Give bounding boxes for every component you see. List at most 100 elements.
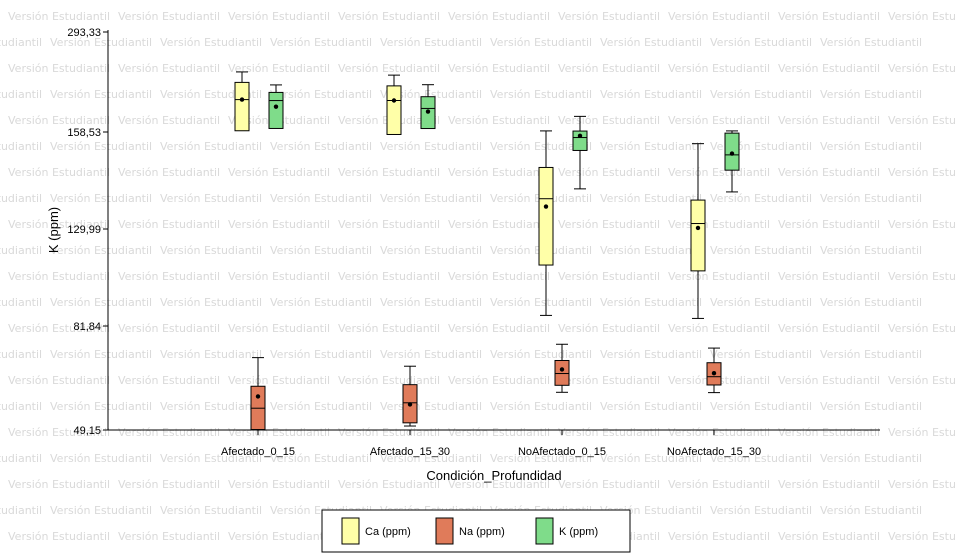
watermark-text: Versión Estudiantil <box>448 270 550 283</box>
watermark-text: Versión Estudiantil <box>710 296 812 309</box>
watermark-text: Versión Estudiantil <box>888 426 956 439</box>
watermark-text: Versión Estudiantil <box>558 374 660 387</box>
x-axis-title: Condición_Profundidad <box>426 468 561 483</box>
watermark-text: Versión Estudiantil <box>8 62 110 75</box>
watermark-text: Versión Estudiantil <box>490 140 592 153</box>
box-rect <box>386 85 402 135</box>
watermark-text: Versión Estudiantil <box>820 140 922 153</box>
watermark-text: Versión Estudiantil <box>0 88 42 101</box>
watermark-text: Versión Estudiantil <box>380 36 482 49</box>
watermark-text: Versión Estudiantil <box>448 374 550 387</box>
watermark-layer: Versión Estudiantil Versión Estudiantil Ve… <box>0 10 956 543</box>
box-2-0 <box>268 84 284 129</box>
watermark-text: Versión Estudiantil <box>228 478 330 491</box>
watermark-text: Versión Estudiantil <box>668 426 770 439</box>
watermark-text: Versión Estudiantil <box>490 36 592 49</box>
y-tick-label: 81,84 <box>73 321 101 333</box>
watermark-text: Versión Estudiantil <box>380 452 482 465</box>
watermark-text: Versión Estudiantil <box>668 62 770 75</box>
watermark-text: Versión Estudiantil <box>710 192 812 205</box>
watermark-text: Versión Estudiantil <box>50 140 152 153</box>
legend: Ca (ppm) Na (ppm) K (ppm) <box>321 509 631 553</box>
watermark-text: Versión Estudiantil <box>888 478 956 491</box>
mean-point <box>239 97 245 102</box>
box-0-2 <box>538 130 554 316</box>
watermark-text: Versión Estudiantil <box>600 296 702 309</box>
watermark-text: Versión Estudiantil <box>270 348 372 361</box>
watermark-text: Versión Estudiantil <box>600 244 702 257</box>
watermark-text: Versión Estudiantil <box>0 348 42 361</box>
watermark-text: Versión Estudiantil <box>0 192 42 205</box>
x-tick-label: NoAfectado_0_15 <box>518 446 606 458</box>
watermark-text: Versión Estudiantil <box>820 452 922 465</box>
watermark-text: Versión Estudiantil <box>710 36 812 49</box>
watermark-text: Versión Estudiantil <box>778 478 880 491</box>
mean-point <box>695 225 701 231</box>
watermark-text: Versión Estudiantil <box>668 10 770 23</box>
watermark-text: Versión Estudiantil <box>820 400 922 413</box>
watermark-text: Versión Estudiantil <box>228 62 330 75</box>
watermark-text: Versión Estudiantil <box>50 504 152 517</box>
watermark-text: Versión Estudiantil <box>710 400 812 413</box>
legend-swatch-na <box>435 517 454 545</box>
legend-frame <box>321 509 631 553</box>
watermark-text: Versión Estudiantil <box>710 504 812 517</box>
watermark-text: Versión Estudiantil <box>778 114 880 127</box>
watermark-text: Versión Estudiantil <box>8 166 110 179</box>
box-2-1 <box>420 84 436 130</box>
watermark-text: Versión Estudiantil <box>448 114 550 127</box>
watermark-text: Versión Estudiantil <box>160 504 262 517</box>
mean-point <box>407 402 413 407</box>
mean-point <box>255 394 261 399</box>
watermark-text: Versión Estudiantil <box>270 36 372 49</box>
watermark-text: Versión Estudiantil <box>50 400 152 413</box>
watermark-text: Versión Estudiantil <box>8 218 110 231</box>
watermark-text: Versión Estudiantil <box>50 452 152 465</box>
watermark-text: Versión Estudiantil <box>8 530 110 543</box>
watermark-text: Versión Estudiantil <box>888 322 956 335</box>
watermark-text: Versión Estudiantil <box>888 218 956 231</box>
x-ticks: Afectado_0_15 Afectado_15_30 NoAfectado_0_… <box>221 430 761 458</box>
watermark-text: Versión Estudiantil <box>888 530 956 543</box>
box-1-3 <box>706 347 722 394</box>
watermark-text: Versión Estudiantil <box>380 192 482 205</box>
y-tick-label: 293,33 <box>67 27 101 39</box>
watermark-text: Versión Estudiantil <box>228 166 330 179</box>
watermark-text: Versión Estudiantil <box>490 348 592 361</box>
watermark-text: Versión Estudiantil <box>338 478 440 491</box>
mean-point <box>425 109 431 114</box>
watermark-text: Versión Estudiantil <box>668 114 770 127</box>
watermark-text: Versión Estudiantil <box>778 166 880 179</box>
watermark-text: Versión Estudiantil <box>448 10 550 23</box>
watermark-text: Versión Estudiantil <box>50 192 152 205</box>
mean-point <box>391 98 397 103</box>
watermark-text: Versión Estudiantil <box>380 400 482 413</box>
watermark-text: Versión Estudiantil <box>820 296 922 309</box>
watermark-text: Versión Estudiantil <box>380 140 482 153</box>
watermark-text: Versión Estudiantil <box>820 244 922 257</box>
watermark-text: Versión Estudiantil <box>160 192 262 205</box>
watermark-text: Versión Estudiantil <box>50 36 152 49</box>
watermark-text: Versión Estudiantil <box>118 530 220 543</box>
watermark-text: Versión Estudiantil <box>668 270 770 283</box>
watermark-text: Versión Estudiantil <box>338 426 440 439</box>
watermark-text: Versión Estudiantil <box>380 244 482 257</box>
watermark-text: Versión Estudiantil <box>820 504 922 517</box>
watermark-text: Versión Estudiantil <box>820 348 922 361</box>
box-1-0 <box>250 357 266 431</box>
watermark-text: Versión Estudiantil <box>228 10 330 23</box>
watermark-text: Versión Estudiantil <box>0 36 42 49</box>
watermark-text: Versión Estudiantil <box>270 400 372 413</box>
watermark-text: Versión Estudiantil <box>600 400 702 413</box>
watermark-text: Versión Estudiantil <box>8 374 110 387</box>
box-0-0 <box>234 71 250 132</box>
watermark-text: Versión Estudiantil <box>118 62 220 75</box>
watermark-text: Versión Estudiantil <box>50 348 152 361</box>
box-rect <box>538 166 554 266</box>
watermark-text: Versión Estudiantil <box>0 140 42 153</box>
watermark-text: Versión Estudiantil <box>558 426 660 439</box>
watermark-text: Versión Estudiantil <box>448 322 550 335</box>
watermark-text: Versión Estudiantil <box>600 140 702 153</box>
watermark-text: Versión Estudiantil <box>600 192 702 205</box>
watermark-text: Versión Estudiantil <box>338 218 440 231</box>
